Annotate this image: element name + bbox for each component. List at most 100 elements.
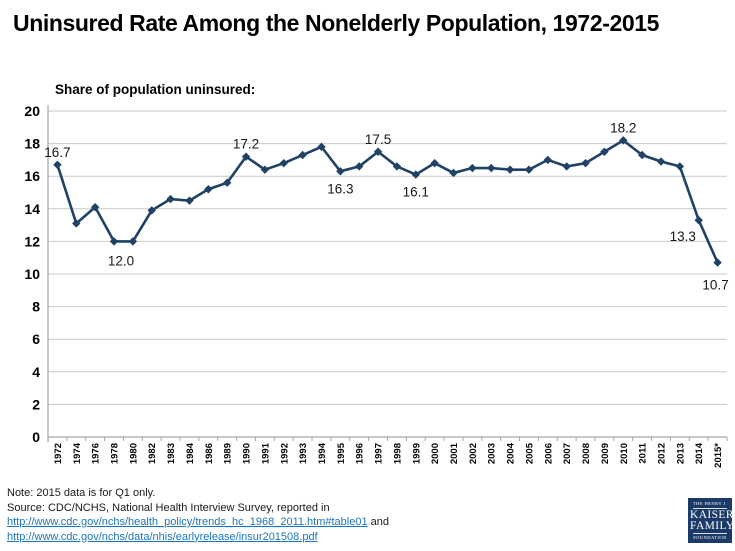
data-point-marker bbox=[524, 165, 534, 174]
x-axis-label: 1982 bbox=[147, 443, 158, 464]
note-text: Note: 2015 data is for Q1 only. bbox=[7, 487, 156, 499]
x-axis-label: 1984 bbox=[185, 442, 196, 464]
data-point-marker bbox=[336, 167, 345, 176]
x-axis-label: 1974 bbox=[72, 442, 83, 464]
x-axis-label: 1999 bbox=[411, 443, 422, 464]
x-axis-label: 2015* bbox=[713, 443, 724, 468]
logo-text-foundation: FOUNDATION bbox=[693, 534, 727, 540]
data-point-marker bbox=[392, 162, 402, 171]
x-axis-label: 1994 bbox=[317, 442, 328, 464]
x-axis-label: 2011 bbox=[638, 442, 649, 463]
x-axis-label: 2002 bbox=[468, 443, 479, 464]
data-point-marker bbox=[600, 147, 609, 156]
y-axis-label: 14 bbox=[24, 201, 40, 217]
data-point-marker bbox=[53, 160, 62, 169]
data-point-marker bbox=[298, 150, 307, 160]
source-link-line-2: http://www.cdc.gov/nchs/data/nhis/earlyr… bbox=[7, 530, 667, 545]
footer-notes: Note: 2015 data is for Q1 only. Source: … bbox=[7, 486, 667, 544]
x-axis-label: 2000 bbox=[430, 443, 441, 464]
data-label: 13.3 bbox=[670, 229, 696, 244]
x-axis-label: 1992 bbox=[279, 443, 290, 464]
data-point-marker bbox=[430, 158, 439, 168]
logo-divider-bottom bbox=[693, 532, 727, 534]
data-point-marker bbox=[581, 158, 590, 168]
data-label: 10.7 bbox=[702, 278, 728, 293]
x-axis-label: 1976 bbox=[91, 443, 102, 464]
data-point-marker bbox=[72, 219, 81, 228]
x-axis-label: 1993 bbox=[298, 443, 309, 464]
data-point-marker bbox=[713, 258, 722, 267]
x-axis-label: 2009 bbox=[600, 443, 611, 464]
data-point-marker bbox=[562, 162, 571, 171]
source-link-suffix: and bbox=[367, 516, 390, 528]
x-axis-label: 2005 bbox=[524, 442, 535, 464]
data-label: 16.7 bbox=[44, 145, 70, 160]
data-point-marker bbox=[279, 158, 288, 168]
y-axis-label: 0 bbox=[32, 429, 40, 445]
x-axis-label: 2003 bbox=[487, 443, 498, 464]
data-series-line bbox=[56, 139, 719, 264]
data-label: 16.1 bbox=[403, 185, 429, 200]
logo-text-family: FAMILY bbox=[690, 519, 735, 532]
logo-text-kaiser: KAISER bbox=[690, 508, 734, 521]
x-axis-label: 1980 bbox=[128, 443, 139, 464]
x-axis-label: 2001 bbox=[449, 442, 460, 464]
data-point-marker bbox=[317, 142, 326, 152]
x-axis-label: 1983 bbox=[166, 443, 177, 464]
data-point-marker bbox=[656, 157, 666, 166]
data-label: 16.3 bbox=[327, 181, 353, 196]
y-axis-label: 2 bbox=[32, 396, 40, 412]
data-point-marker bbox=[222, 178, 232, 187]
data-point-marker bbox=[166, 194, 175, 204]
y-axis-label: 4 bbox=[32, 364, 40, 380]
data-label: 12.0 bbox=[108, 253, 134, 268]
y-axis-label: 20 bbox=[24, 103, 40, 119]
x-axis-label: 1989 bbox=[223, 443, 234, 464]
y-axis-label: 16 bbox=[24, 168, 40, 184]
data-label: 17.2 bbox=[233, 137, 259, 152]
source-link-1[interactable]: http://www.cdc.gov/nchs/health_policy/tr… bbox=[7, 516, 368, 528]
page-title: Uninsured Rate Among the Nonelderly Popu… bbox=[13, 10, 660, 36]
x-axis-label: 2006 bbox=[543, 443, 554, 464]
data-point-marker bbox=[619, 136, 628, 145]
y-axis-label: 6 bbox=[32, 331, 40, 347]
chart-subtitle: Share of population uninsured: bbox=[55, 82, 256, 97]
logo-divider-top bbox=[693, 507, 727, 509]
y-axis-label: 10 bbox=[24, 266, 40, 282]
data-point-marker bbox=[109, 237, 119, 246]
data-label: 18.2 bbox=[610, 120, 636, 135]
data-point-marker bbox=[468, 163, 477, 173]
x-axis-label: 1997 bbox=[374, 443, 385, 464]
x-axis-label: 1986 bbox=[204, 443, 215, 464]
data-point-marker bbox=[505, 165, 515, 174]
data-point-marker bbox=[449, 168, 458, 178]
source-text: Source: CDC/NCHS, National Health Interv… bbox=[7, 501, 330, 514]
data-point-marker bbox=[241, 152, 251, 161]
x-axis-label: 2013 bbox=[675, 443, 686, 464]
x-axis-label: 2004 bbox=[506, 442, 517, 464]
data-point-marker bbox=[128, 237, 138, 246]
logo-text-henry: THE HENRY J. bbox=[692, 501, 728, 506]
x-axis-label: 1972 bbox=[53, 443, 64, 464]
data-point-marker bbox=[543, 155, 553, 165]
data-label: 17.5 bbox=[365, 132, 391, 147]
y-axis-label: 12 bbox=[24, 233, 40, 249]
data-point-marker bbox=[147, 206, 156, 215]
x-axis-label: 1995 bbox=[336, 442, 347, 464]
data-point-marker bbox=[90, 202, 100, 212]
x-axis-label: 2014 bbox=[694, 442, 705, 464]
x-axis-label: 1991 bbox=[260, 442, 271, 464]
data-point-marker bbox=[355, 162, 364, 171]
x-axis-label: 1998 bbox=[392, 443, 403, 464]
uninsured-rate-line-chart: 0 2 4 6 8 10 12 14 16 18 20 1972 1974 1976 1978 1980 198… bbox=[24, 103, 728, 468]
data-point-marker bbox=[675, 162, 685, 171]
source-link-2[interactable]: http://www.cdc.gov/nchs/data/nhis/earlyr… bbox=[7, 530, 318, 543]
x-axis-label: 1978 bbox=[110, 443, 121, 464]
source-link-line-1: http://www.cdc.gov/nchs/health_policy/tr… bbox=[7, 515, 667, 530]
data-point-marker bbox=[260, 165, 270, 174]
kff-logo: THE HENRY J. KAISER FAMILY FOUNDATION bbox=[688, 498, 735, 543]
data-point-marker bbox=[411, 170, 420, 179]
data-point-marker bbox=[694, 216, 703, 225]
data-point-marker bbox=[185, 196, 194, 205]
